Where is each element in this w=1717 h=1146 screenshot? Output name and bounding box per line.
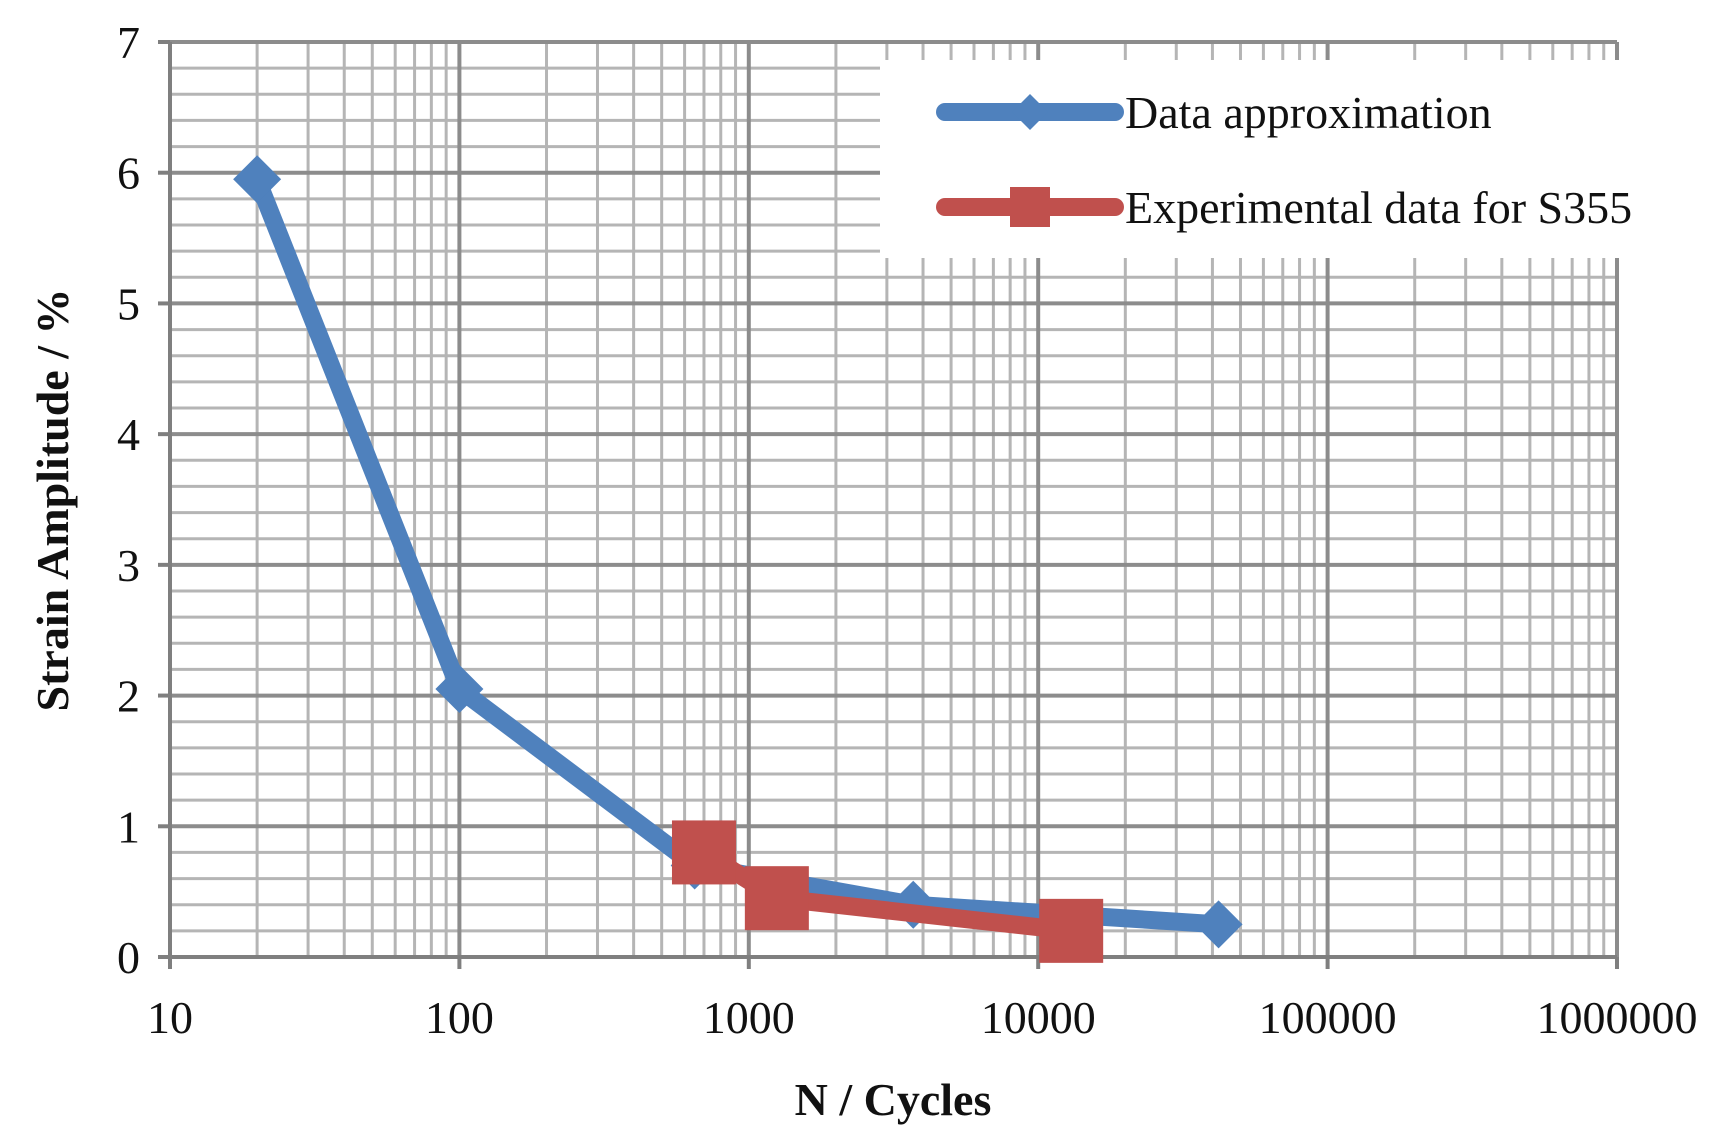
legend-swatch-marker [1012,94,1048,130]
y-tick-label: 4 [117,409,140,460]
legend-label: Data approximation [1125,87,1492,138]
legend: Data approximation Experimental data for … [880,60,1632,258]
x-tick-label: 10000 [981,992,1096,1043]
data-point [233,155,282,204]
x-tick-label: 100 [425,992,494,1043]
y-tick-label: 1 [117,801,140,852]
y-tick-label: 5 [117,278,140,329]
x-tick-label: 100000 [1259,992,1397,1043]
x-tick-label: 1000000 [1537,992,1698,1043]
legend-box [880,60,1620,258]
legend-item: Experimental data for S355 [936,182,1632,233]
data-point [1194,900,1243,949]
data-point [435,665,484,714]
data-point [671,820,736,885]
x-tick-label: 10 [147,992,193,1043]
y-tick-label: 7 [117,17,140,68]
legend-item: Data approximation [936,87,1492,138]
legend-label: Experimental data for S355 [1125,182,1632,233]
data-point [1039,898,1104,963]
y-axis-title: Strain Amplitude / % [27,288,78,711]
y-tick-label: 3 [117,540,140,591]
series-group [233,155,1243,963]
x-axis-title: N / Cycles [795,1074,992,1125]
legend-swatch-marker [1010,187,1050,227]
x-tick-label: 1000 [703,992,795,1043]
y-tick-label: 6 [117,148,140,199]
y-tick-label: 2 [117,671,140,722]
axes: 0 1 2 3 4 5 6 7 10 100 1000 10000 100000 1000000 [117,17,1698,1043]
series-experimental-s355 [671,820,1104,963]
y-tick-label: 0 [117,932,140,983]
data-point [744,866,809,931]
